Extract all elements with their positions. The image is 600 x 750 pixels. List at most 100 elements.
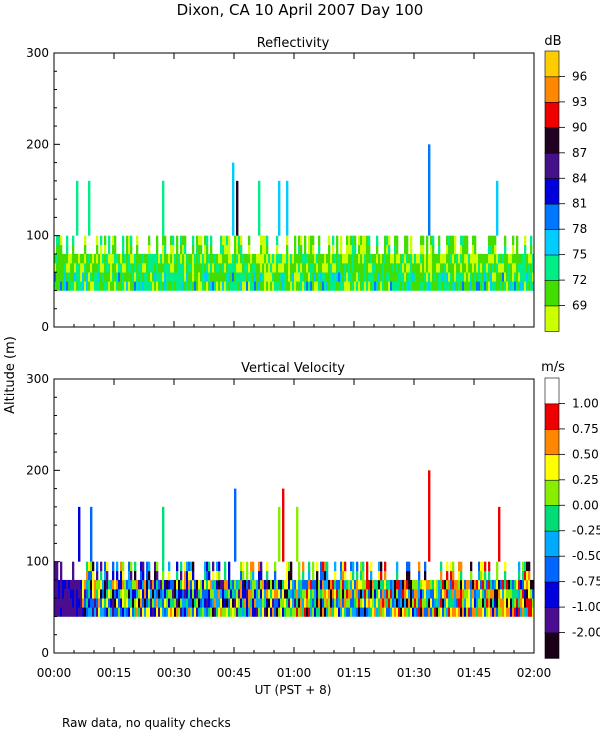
heatmap-cell [230, 607, 233, 617]
heatmap-cell [452, 598, 455, 608]
heatmap-cell [180, 253, 183, 264]
heatmap-cell [268, 579, 271, 590]
heatmap-cell [258, 253, 261, 264]
heatmap-cell [276, 253, 279, 264]
heatmap-cell [62, 589, 65, 599]
heatmap-cell [464, 607, 467, 617]
heatmap-cell [312, 570, 315, 581]
heatmap-cell [128, 263, 131, 273]
heatmap-cell [460, 272, 463, 282]
heatmap-cell [150, 579, 153, 590]
heatmap-cell [530, 579, 533, 590]
heatmap-cell [370, 253, 373, 264]
heatmap-cell [400, 598, 403, 608]
heatmap-cell [278, 598, 281, 608]
heatmap-cell [142, 272, 145, 282]
heatmap-cell [346, 263, 349, 273]
heatmap-cell [260, 589, 263, 599]
heatmap-cell [180, 235, 183, 246]
heatmap-cell [154, 579, 157, 590]
heatmap-cell [54, 281, 57, 291]
heatmap-cell [132, 272, 135, 282]
heatmap-cell [500, 589, 503, 599]
heatmap-cell [288, 263, 291, 273]
heatmap-cell [70, 579, 73, 590]
heatmap-cell [416, 579, 419, 590]
heatmap-cell [380, 272, 383, 282]
heatmap-cell [374, 579, 377, 590]
heatmap-cell [518, 253, 521, 264]
heatmap-cell [358, 235, 361, 246]
heatmap-cell [240, 561, 243, 572]
heatmap-cell [86, 561, 89, 572]
heatmap-cell [428, 281, 431, 291]
heatmap-cell [508, 579, 511, 590]
heatmap-cell [86, 281, 89, 291]
heatmap-cell [218, 570, 221, 581]
heatmap-cell [130, 263, 133, 273]
heatmap-cell [292, 589, 295, 599]
heatmap-cell [404, 244, 407, 255]
heatmap-cell [116, 607, 119, 617]
plume-mark [286, 180, 289, 236]
heatmap-cell [136, 263, 139, 273]
heatmap-cell [392, 263, 395, 273]
heatmap-cell [86, 263, 89, 273]
heatmap-cell [522, 570, 525, 581]
heatmap-cell [512, 598, 515, 608]
heatmap-cell [514, 579, 517, 590]
heatmap-cell [498, 281, 501, 291]
colorbar-label: 72 [572, 273, 587, 287]
heatmap-cell [190, 263, 193, 273]
heatmap-cell [456, 589, 459, 599]
heatmap-cell [262, 579, 265, 590]
heatmap-cell [512, 253, 515, 264]
heatmap-cell [348, 253, 351, 264]
heatmap-cell [76, 607, 79, 617]
heatmap-cell [528, 263, 531, 273]
heatmap-cell [452, 589, 455, 599]
heatmap-cell [526, 561, 529, 572]
heatmap-cell [218, 579, 221, 590]
heatmap-cell [176, 272, 179, 282]
heatmap-cell [488, 561, 491, 572]
heatmap-cell [402, 263, 405, 273]
heatmap-cell [328, 579, 331, 590]
heatmap-cell [60, 263, 63, 273]
heatmap-cell [214, 281, 217, 291]
heatmap-cell [284, 579, 287, 590]
heatmap-cell [516, 263, 519, 273]
heatmap-cell [208, 272, 211, 282]
heatmap-cell [166, 272, 169, 282]
heatmap-cell [410, 579, 413, 590]
heatmap-cell [134, 570, 137, 581]
heatmap-cell [306, 272, 309, 282]
heatmap-cell [366, 598, 369, 608]
heatmap-cell [56, 561, 59, 572]
heatmap-cell [168, 579, 171, 590]
heatmap-cell [494, 579, 497, 590]
heatmap-cell [426, 244, 429, 255]
heatmap-cell [302, 607, 305, 617]
heatmap-cell [432, 253, 435, 264]
heatmap-cell [168, 281, 171, 291]
heatmap-cell [320, 263, 323, 273]
heatmap-cell [120, 598, 123, 608]
heatmap-cell [142, 589, 145, 599]
heatmap-cell [278, 272, 281, 282]
heatmap-cell [376, 607, 379, 617]
heatmap-cell [230, 579, 233, 590]
heatmap-cell [474, 253, 477, 264]
heatmap-cell [216, 607, 219, 617]
heatmap-cell [316, 272, 319, 282]
heatmap-cell [172, 281, 175, 291]
heatmap-cell [458, 281, 461, 291]
heatmap-cell [120, 272, 123, 282]
heatmap-cell [512, 244, 515, 255]
heatmap-cell [206, 272, 209, 282]
heatmap-cell [452, 263, 455, 273]
heatmap-cell [422, 579, 425, 590]
colorbar-swatch [544, 403, 560, 430]
heatmap-cell [168, 263, 171, 273]
heatmap-cell [524, 263, 527, 273]
